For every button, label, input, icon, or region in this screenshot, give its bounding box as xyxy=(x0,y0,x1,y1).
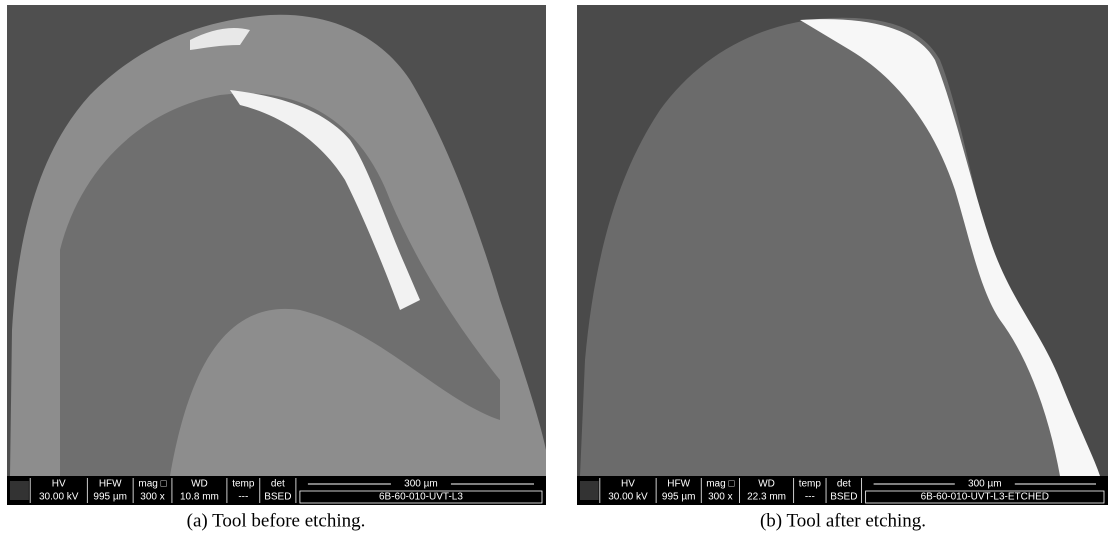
info-value: --- xyxy=(238,492,248,503)
info-header: HV xyxy=(52,479,66,490)
info-header: HFW xyxy=(99,479,122,490)
sample-id: 6B-60-010-UVT-L3-ETCHED xyxy=(921,492,1049,503)
scale-label: 300 µm xyxy=(404,479,438,490)
sem-image-a xyxy=(7,5,546,476)
info-bar: HV 30.00 kV HFW 995 µm mag □ 300 x WD 22.3 mm te… xyxy=(577,476,1108,505)
info-value: 300 x xyxy=(708,492,732,503)
info-header: HV xyxy=(621,479,635,490)
info-header: HFW xyxy=(667,479,690,490)
info-value: 995 µm xyxy=(662,492,696,503)
sem-image-b xyxy=(577,5,1108,476)
info-value: 300 x xyxy=(140,492,164,503)
info-value: BSED xyxy=(264,492,291,503)
info-value: 10.8 mm xyxy=(180,492,219,503)
sample-id: 6B-60-010-UVT-L3 xyxy=(379,492,463,503)
info-header: mag □ xyxy=(706,479,734,490)
logo xyxy=(580,481,599,500)
caption-b: (b) Tool after etching. xyxy=(760,510,926,531)
info-header: WD xyxy=(191,479,208,490)
info-header: det xyxy=(837,479,851,490)
info-value: 995 µm xyxy=(93,492,127,503)
info-header: temp xyxy=(799,479,822,490)
info-bar: HV 30.00 kV HFW 995 µm mag □ 300 x WD 10.8 mm te… xyxy=(7,476,546,505)
info-value: 22.3 mm xyxy=(747,492,786,503)
info-value: --- xyxy=(805,492,815,503)
caption-a: (a) Tool before etching. xyxy=(187,510,366,531)
info-value: 30.00 kV xyxy=(608,492,648,503)
figure: (a) Tool before etching. (b) Tool after … xyxy=(0,0,1110,544)
logo xyxy=(10,481,29,500)
info-header: temp xyxy=(232,479,255,490)
info-header: mag □ xyxy=(138,479,166,490)
info-value: BSED xyxy=(830,492,857,503)
info-value: 30.00 kV xyxy=(39,492,79,503)
scale-label: 300 µm xyxy=(968,479,1002,490)
info-header: det xyxy=(271,479,285,490)
info-header: WD xyxy=(758,479,775,490)
